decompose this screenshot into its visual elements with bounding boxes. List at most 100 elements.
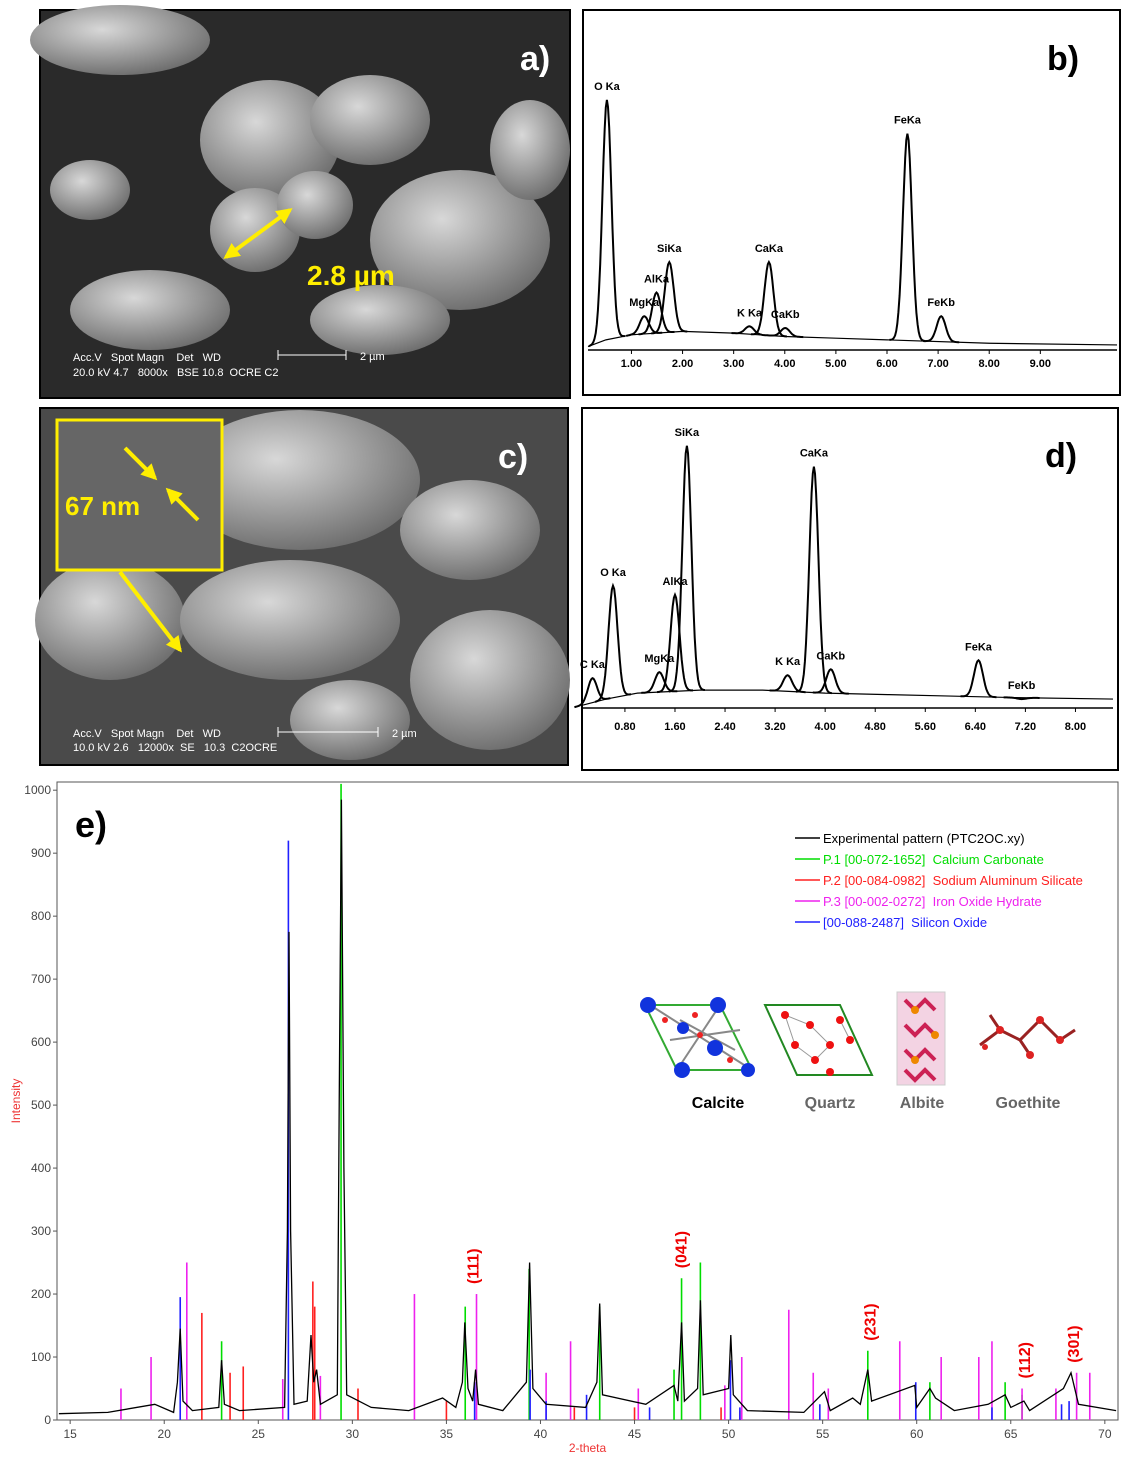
legend-label: P.3 [00-002-0272] Iron Oxide Hydrate [823,894,1042,909]
legend-label: Experimental pattern (PTC2OC.xy) [823,831,1025,846]
x-tick-label: 6.40 [965,721,986,733]
reflection-label: (112) [1017,1342,1034,1378]
y-tick-label: 500 [31,1098,51,1112]
x-tick-label: 30 [346,1427,360,1441]
x-tick-label: 3.20 [764,721,785,733]
peak-label: FeKa [894,115,922,127]
x-tick-label: 25 [252,1427,266,1441]
structure-label: Goethite [996,1095,1061,1112]
x-tick-label: 0.80 [614,721,635,733]
peak-label: O Ka [594,81,621,93]
x-tick-label: 1.00 [621,358,642,370]
sem-image-c: 67 nm c) Acc.V Spot Magn Det WD 10.0 kV … [35,407,570,766]
background-line [582,689,1114,706]
info-values: 10.0 kV 2.6 12000x SE 10.3 C2OCRE [73,742,277,754]
info-head: Acc.V Spot Magn Det WD [73,352,221,364]
scale-label: 2.8 µm [307,260,395,291]
panel-frame [581,407,1119,771]
x-tick-label: 4.00 [774,358,795,370]
x-tick-label: 2.00 [672,358,693,370]
y-tick-label: 100 [31,1350,51,1364]
x-tick-label: 8.00 [979,358,1000,370]
info-head: Acc.V Spot Magn Det WD [73,728,221,740]
peak-label: CaKb [816,650,845,662]
pattern-line [58,799,1117,1415]
eds-spectrum: 1.00 2.00 3.00 4.00 5.00 6.00 7.00 8.00 9.00 O Ka… [582,9,1121,396]
peak [812,668,849,695]
peak-label: O Ka [600,567,627,579]
info-values: 20.0 kV 4.7 8000x BSE 10.8 OCRE C2 [73,367,278,379]
x-tick-label: 3.00 [723,358,744,370]
y-tick-label: 0 [44,1413,51,1427]
x-tick-label: 9.00 [1030,358,1051,370]
sem-image-a: 2.8 µm a) Acc.V Spot Magn Det WD 20.0 kV… [30,5,571,399]
legend-label: P.2 [00-084-0982] Sodium Aluminum Silica… [823,873,1083,888]
peak [731,325,768,337]
peak [889,133,926,343]
x-tick-label: 7.20 [1015,721,1036,733]
panel-label: e) [75,804,107,845]
y-tick-label: 800 [31,909,51,923]
peak-label: AlKa [644,274,670,286]
peak [923,314,960,344]
y-tick-label: 900 [31,846,51,860]
peak-label: K Ka [775,656,801,668]
x-axis-label: 2-theta [569,1441,607,1455]
panel-label: b) [1047,40,1079,78]
peak-label: FeKb [927,297,955,309]
peak-label: MgKa [629,297,660,309]
peak-label: FeKb [1008,680,1036,692]
peak [594,582,632,703]
panel-label: a) [520,40,550,78]
x-tick-label: 15 [63,1427,77,1441]
peak-label: FeKa [965,641,993,653]
plot-frame [56,781,1119,1421]
reflection-label: (231) [863,1303,880,1340]
peak [588,99,625,348]
eds-spectrum: 0.80 1.60 2.40 3.20 4.00 4.80 5.60 6.40 7.20 8.00… [574,407,1119,771]
structure-label: Quartz [805,1095,856,1112]
reflection-label: (301) [1066,1325,1083,1362]
x-tick-label: 5.00 [825,358,846,370]
x-tick-label: 8.00 [1065,721,1086,733]
peak-label: C Ka [580,659,606,671]
panel-label: c) [498,438,528,476]
background-line [587,330,1118,348]
x-tick-label: 6.00 [876,358,897,370]
y-axis-label: Intensity [9,1079,23,1124]
peak [651,259,688,335]
peak-label: SiKa [657,243,682,255]
x-tick-label: 5.60 [915,721,936,733]
x-tick-label: 45 [628,1427,642,1441]
y-tick-label: 1000 [24,783,51,797]
x-tick-label: 2.40 [714,721,735,733]
xrd-chart: 0 100 200 300 400 500 600 700 800 900 1000 15 20 25 30… [9,781,1119,1455]
peak [574,677,611,709]
scale-bar-label: 2 µm [360,351,385,363]
y-tick-label: 200 [31,1287,51,1301]
peak-label: K Ka [737,307,763,319]
x-tick-label: 1.60 [664,721,685,733]
peak-label: SiKa [675,427,700,439]
reflection-label: (041) [674,1231,691,1268]
y-tick-label: 600 [31,1035,51,1049]
x-tick-label: 4.80 [865,721,886,733]
peak [960,658,997,699]
x-tick-label: 65 [1004,1427,1018,1441]
crystal-structures [640,991,1076,1086]
y-tick-label: 300 [31,1224,51,1238]
structure-label: Albite [900,1095,945,1112]
scale-bar-label: 2 µm [392,728,417,740]
peak-label: AlKa [662,576,688,588]
x-tick-label: 70 [1098,1427,1112,1441]
x-tick-label: 55 [816,1427,830,1441]
x-tick-label: 20 [158,1427,172,1441]
peak [638,290,675,336]
peak [795,466,833,695]
panel-frame [582,9,1121,396]
panel-label: d) [1045,437,1077,475]
x-tick-label: 60 [910,1427,924,1441]
peak-label: CaKb [771,309,800,321]
scale-label: 67 nm [65,491,140,521]
